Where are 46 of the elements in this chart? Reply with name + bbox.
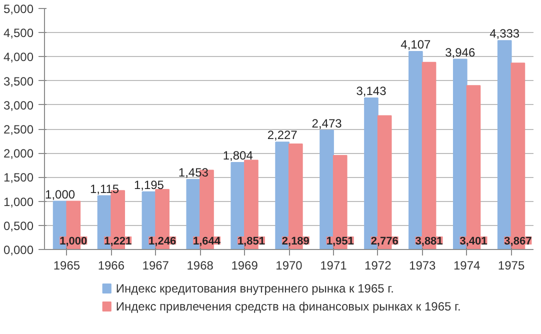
x-tick-label: 1969 bbox=[231, 258, 258, 272]
data-label: 1,246 bbox=[148, 236, 176, 248]
x-tick-label: 1967 bbox=[142, 258, 170, 272]
y-tick-label: 4,000 bbox=[3, 50, 34, 64]
data-label: 3,946 bbox=[445, 45, 476, 60]
data-label: 2,227 bbox=[267, 128, 298, 142]
x-tick-label: 1965 bbox=[53, 258, 80, 272]
data-label: 1,195 bbox=[134, 178, 164, 192]
x-tick-label: 1966 bbox=[98, 258, 125, 272]
data-label: 1,115 bbox=[90, 182, 120, 196]
x-tick-label: 1975 bbox=[498, 258, 525, 272]
data-label: 2,189 bbox=[282, 236, 310, 248]
x-tick-label: 1971 bbox=[320, 258, 348, 272]
data-label: 1,644 bbox=[192, 236, 222, 248]
data-label: 1,000 bbox=[45, 187, 76, 202]
x-tick-label: 1972 bbox=[364, 258, 392, 272]
data-label: 3,881 bbox=[415, 236, 443, 248]
data-label: 4,107 bbox=[400, 38, 432, 52]
y-tick-label: 2,000 bbox=[3, 146, 34, 161]
data-label: 1,804 bbox=[222, 148, 254, 163]
y-tick-label: 0,500 bbox=[3, 218, 34, 233]
y-tick-label: 3,500 bbox=[3, 74, 34, 88]
data-label: 1,453 bbox=[178, 165, 209, 180]
data-label: 4,333 bbox=[490, 26, 520, 41]
y-tick-label: 3,000 bbox=[3, 98, 34, 112]
data-label: 1,851 bbox=[237, 236, 265, 248]
y-tick-label: 0,000 bbox=[3, 243, 34, 257]
x-tick-label: 1970 bbox=[276, 258, 303, 272]
legend-label: Индекс кредитования внутреннего рынка к 1965 г. bbox=[116, 282, 394, 296]
x-tick-label: 1974 bbox=[453, 258, 480, 272]
y-tick-label: 5,000 bbox=[3, 2, 34, 16]
y-tick-label: 4,500 bbox=[3, 26, 34, 40]
y-tick-label: 1,500 bbox=[3, 170, 34, 185]
x-tick-label: 1973 bbox=[409, 258, 436, 272]
x-tick-label: 1968 bbox=[186, 258, 214, 272]
data-label: 2,776 bbox=[370, 236, 398, 248]
data-label: 3,143 bbox=[356, 84, 387, 98]
y-tick-label: 2,500 bbox=[3, 122, 34, 136]
legend-label: Индекс привлечения средств на финансовых рынках к 1965 г. bbox=[116, 300, 461, 314]
data-label: 3,867 bbox=[504, 236, 532, 248]
data-label: 1,000 bbox=[60, 236, 88, 248]
data-label: 1,951 bbox=[326, 236, 354, 248]
data-label: 3,401 bbox=[460, 236, 488, 248]
data-label: 1,221 bbox=[104, 236, 132, 248]
y-tick-label: 1,000 bbox=[3, 194, 34, 209]
data-label: 2,473 bbox=[312, 116, 342, 130]
